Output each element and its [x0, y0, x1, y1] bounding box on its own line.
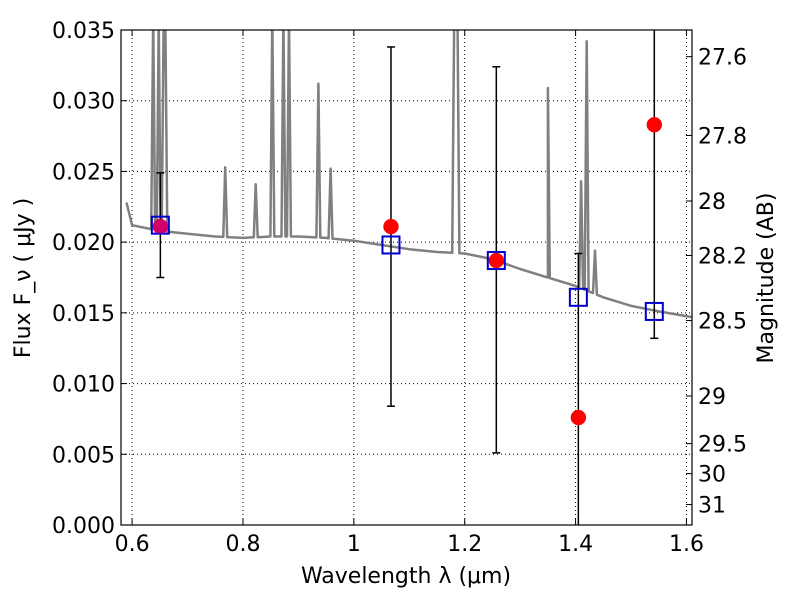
axes: 0.6 0.8 1 1.2 1.4 1.6 0.000 0.005 0.010 0.015 0.02…	[52, 19, 747, 557]
y-tick-label: 0.005	[52, 443, 115, 468]
plot-frame	[120, 29, 693, 526]
mag-tick-label: 29	[698, 385, 726, 410]
y-tick-label: 0.030	[52, 90, 115, 115]
plot-content	[125, 30, 692, 319]
mag-tick-label: 28.2	[698, 244, 747, 269]
y-tick-label: 0.015	[52, 302, 115, 327]
model-flux-square	[486, 251, 506, 271]
mag-tick-label: 28	[698, 190, 726, 215]
model-flux-square	[644, 301, 664, 321]
observed-flux-point	[383, 218, 399, 235]
x-tick-label: 1.4	[558, 532, 593, 557]
y-tick-label: 0.010	[52, 373, 115, 398]
plot-area	[125, 30, 692, 525]
observed-flux-point	[646, 117, 663, 133]
x-tick-label: 1	[347, 532, 361, 557]
y2-axis-label: Magnitude (AB)	[754, 193, 779, 364]
y-tick-label: 0.025	[52, 160, 115, 185]
model-flux-square	[568, 287, 588, 307]
mag-tick-label: 31	[698, 494, 726, 519]
y-tick-label: 0.035	[52, 19, 115, 44]
y-tick-label: 0.020	[52, 231, 115, 256]
mag-tick-label: 28.5	[698, 310, 747, 335]
x-axis-label: Wavelength λ (μm)	[301, 564, 511, 589]
grid-lines	[121, 30, 692, 525]
x-tick-label: 0.6	[115, 532, 150, 557]
x-tick-label: 1.2	[447, 532, 482, 557]
x-tick-label: 1.6	[669, 532, 704, 557]
mag-tick-label: 29.5	[698, 433, 747, 458]
model-flux-square	[381, 235, 401, 255]
mag-tick-label: 27.8	[698, 124, 747, 149]
y-axis-label: Flux F_ν ( μJy )	[11, 198, 36, 358]
mag-tick-label: 30	[698, 463, 726, 488]
y-tick-label: 0.000	[52, 514, 115, 539]
observed-flux-point	[488, 252, 505, 269]
mag-tick-label: 27.6	[698, 46, 747, 71]
x-tick-label: 0.8	[225, 532, 260, 557]
overlap-highlight	[152, 219, 168, 235]
observed-flux-point	[570, 409, 587, 426]
template-spectrum-line	[125, 30, 692, 319]
